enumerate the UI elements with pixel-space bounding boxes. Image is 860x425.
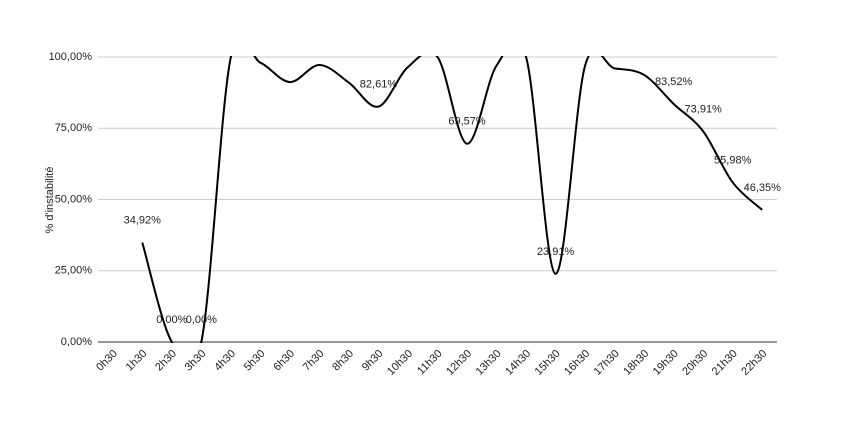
- x-tick-label: 3h30: [183, 348, 209, 374]
- x-tick-label: 15h30: [533, 348, 563, 378]
- x-tick-label: 12h30: [444, 348, 474, 378]
- x-tick-label: 22h30: [739, 348, 769, 378]
- y-axis-label: % d'instabilité: [44, 167, 56, 234]
- data-label: 23,91%: [537, 246, 575, 258]
- data-label: 83,52%: [655, 76, 693, 88]
- y-tick-label: 75,00%: [55, 122, 93, 134]
- data-label: 0,00%: [186, 314, 217, 326]
- x-tick-label: 13h30: [474, 348, 504, 378]
- data-label: 73,91%: [685, 103, 723, 115]
- x-tick-label: 9h30: [360, 348, 386, 374]
- x-tick-label: 4h30: [212, 348, 238, 374]
- x-tick-label: 16h30: [562, 348, 592, 378]
- y-tick-label: 100,00%: [49, 51, 93, 63]
- data-label: 34,92%: [124, 214, 162, 226]
- y-tick-label: 25,00%: [55, 265, 93, 277]
- x-tick-label: 17h30: [592, 348, 622, 378]
- x-tick-label: 10h30: [385, 348, 415, 378]
- x-tick-label: 5h30: [242, 348, 268, 374]
- line: [141, 56, 763, 343]
- x-tick-label: 14h30: [503, 348, 533, 378]
- x-tick-label: 7h30: [301, 348, 327, 374]
- x-tick-label: 20h30: [680, 348, 710, 378]
- data-label: 55,98%: [714, 154, 752, 166]
- x-tick-label: 19h30: [651, 348, 681, 378]
- data-label: 46,35%: [744, 182, 782, 194]
- x-tick-label: 6h30: [271, 348, 297, 374]
- x-tick-label: 18h30: [621, 348, 651, 378]
- x-tick-label: 0h30: [94, 348, 120, 374]
- data-label: 69,57%: [448, 116, 486, 128]
- x-tick-label: 21h30: [710, 348, 740, 378]
- data-label: 0,00%: [156, 314, 187, 326]
- x-tick-label: 2h30: [153, 348, 179, 374]
- data-label: 82,61%: [360, 78, 398, 90]
- y-tick-label: 50,00%: [55, 193, 93, 205]
- x-tick-label: 8h30: [330, 348, 356, 374]
- x-tick-label: 11h30: [415, 348, 445, 378]
- y-tick-label: 0,00%: [61, 336, 92, 348]
- x-tick-label: 1h30: [124, 348, 150, 374]
